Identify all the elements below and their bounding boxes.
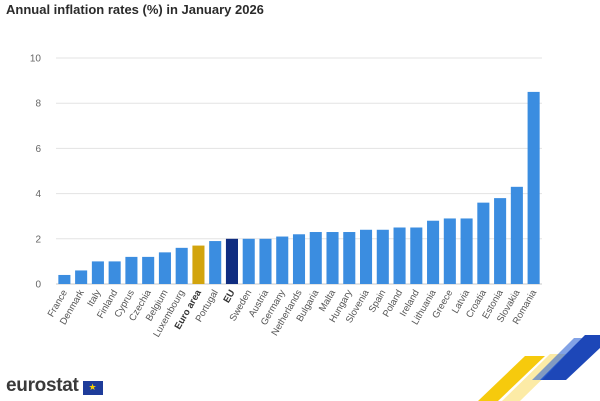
bar-romania[interactable] bbox=[527, 91, 540, 285]
bar-greece[interactable] bbox=[443, 218, 456, 284]
bar-belgium[interactable] bbox=[158, 252, 171, 284]
bar-malta[interactable] bbox=[326, 232, 339, 284]
bar-netherlands[interactable] bbox=[292, 234, 306, 284]
bar-austria[interactable] bbox=[259, 238, 272, 284]
bar-slovenia[interactable] bbox=[360, 229, 373, 284]
y-tick-label: 0 bbox=[35, 280, 41, 291]
bar-spain[interactable] bbox=[376, 229, 389, 284]
y-tick-label: 2 bbox=[35, 234, 41, 245]
x-tick-label: EU bbox=[221, 288, 237, 305]
x-axis-ticks: FranceDenmarkItalyFinlandCyprusCzechiaBe… bbox=[46, 287, 540, 339]
y-tick-label: 6 bbox=[35, 144, 41, 155]
bar-france[interactable] bbox=[58, 274, 71, 284]
bar-bulgaria[interactable] bbox=[309, 232, 322, 284]
bar-estonia[interactable] bbox=[494, 198, 507, 284]
decorative-stripes bbox=[478, 335, 600, 401]
y-axis-ticks: 0 2 4 6 8 10 bbox=[30, 54, 42, 291]
bar-germany[interactable] bbox=[276, 236, 289, 284]
bar-latvia[interactable] bbox=[460, 218, 473, 284]
bar-italy[interactable] bbox=[91, 261, 104, 284]
bar-lithuania[interactable] bbox=[427, 220, 440, 284]
eu-flag-icon: ★ bbox=[82, 380, 103, 395]
y-tick-label: 8 bbox=[35, 99, 41, 110]
bar-poland[interactable] bbox=[393, 227, 406, 285]
bar-slovakia[interactable] bbox=[510, 186, 523, 284]
chart-title: Annual inflation rates (%) in January 20… bbox=[6, 2, 264, 17]
bar-denmark[interactable] bbox=[75, 270, 88, 284]
bar-croatia[interactable] bbox=[477, 202, 490, 284]
bar-czechia[interactable] bbox=[142, 256, 155, 284]
bar-euro-area[interactable] bbox=[192, 245, 205, 284]
y-tick-label: 10 bbox=[30, 54, 42, 65]
bar-portugal[interactable] bbox=[209, 241, 222, 284]
bar-finland[interactable] bbox=[108, 261, 121, 284]
bar-ireland[interactable] bbox=[410, 227, 423, 285]
eurostat-logo[interactable]: eurostat ★ bbox=[6, 375, 103, 397]
logo-text: eurostat bbox=[6, 375, 79, 396]
bar-hungary[interactable] bbox=[343, 232, 356, 284]
bars bbox=[58, 91, 540, 285]
bar-luxembourg[interactable] bbox=[175, 247, 188, 284]
bar-cyprus[interactable] bbox=[125, 256, 138, 284]
bar-sweden[interactable] bbox=[242, 238, 255, 284]
bar-eu[interactable] bbox=[225, 238, 238, 284]
y-tick-label: 4 bbox=[35, 189, 41, 200]
